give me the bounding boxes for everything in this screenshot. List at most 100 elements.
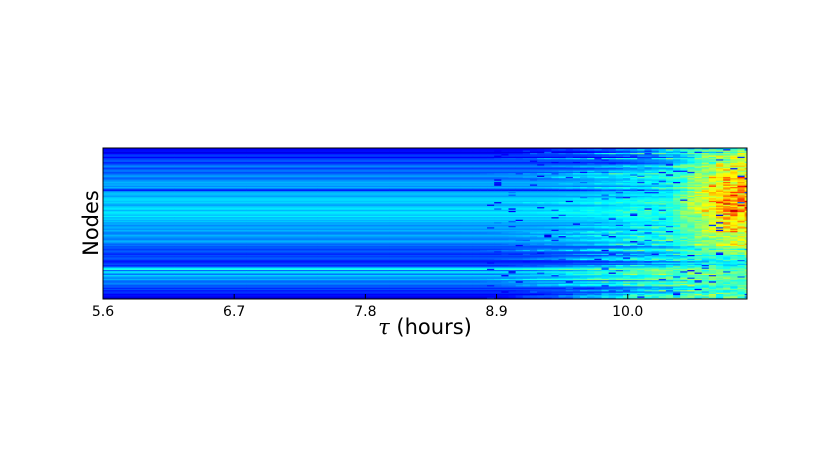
heatmap-cell <box>529 187 538 189</box>
heatmap-cell <box>389 148 462 150</box>
heatmap-cell <box>680 188 688 190</box>
heatmap-cell <box>246 285 319 287</box>
heatmap-cell <box>494 239 502 242</box>
heatmap-cell <box>103 268 175 271</box>
heatmap-cell <box>622 219 631 222</box>
heatmap-cell <box>389 228 462 231</box>
heatmap-cell <box>615 256 624 258</box>
heatmap-cell <box>673 181 681 184</box>
heatmap-cell <box>615 238 624 241</box>
heatmap-cell <box>479 231 488 233</box>
heatmap-cell <box>472 285 481 287</box>
heatmap-cell <box>608 173 617 175</box>
heatmap-cell <box>460 265 474 267</box>
heatmap-cell <box>551 239 559 242</box>
heatmap-cell <box>580 195 588 198</box>
heatmap-cell <box>608 197 617 199</box>
heatmap-cell <box>544 280 552 282</box>
heatmap-cell <box>565 179 574 182</box>
heatmap-cell <box>615 174 624 177</box>
heatmap-cell <box>658 238 667 241</box>
heatmap-cell <box>501 219 509 222</box>
heatmap-cell <box>708 236 717 238</box>
heatmap-cell <box>694 256 703 258</box>
heatmap-cell <box>644 165 652 168</box>
heatmap-cell <box>651 248 660 251</box>
heatmap-cell <box>615 184 624 187</box>
heatmap-cell <box>389 254 462 257</box>
heatmap-cell <box>572 254 581 257</box>
heatmap-cell <box>651 224 660 227</box>
heatmap-cell <box>687 199 695 202</box>
heatmap-cell <box>472 180 481 183</box>
heatmap-cell <box>715 229 724 232</box>
heatmap-cell <box>694 169 703 172</box>
heatmap-cell <box>737 163 746 165</box>
heatmap-cell <box>701 170 710 173</box>
heatmap-cell <box>572 168 581 170</box>
heatmap-cell <box>558 203 567 206</box>
heatmap-cell <box>508 243 517 246</box>
heatmap-cell <box>715 158 724 160</box>
heatmap-cell <box>501 161 509 164</box>
heatmap-cell <box>701 195 710 198</box>
heatmap-cell <box>730 218 738 221</box>
heatmap-cell <box>537 217 545 219</box>
heatmap-cell <box>601 224 610 227</box>
heatmap-cell <box>630 153 638 155</box>
heatmap-cell <box>551 185 559 188</box>
heatmap-cell <box>622 184 631 187</box>
heatmap-cell <box>701 193 710 195</box>
heatmap-cell <box>551 231 559 233</box>
heatmap-cell <box>644 184 652 187</box>
heatmap-cell <box>737 175 746 178</box>
heatmap-cell <box>103 204 175 207</box>
heatmap-cell <box>651 283 660 286</box>
heatmap-cell <box>501 253 509 256</box>
heatmap-cell <box>558 174 567 177</box>
heatmap-cell <box>715 200 724 203</box>
heatmap-cell <box>673 185 681 188</box>
heatmap-cell <box>487 202 495 204</box>
heatmap-cell <box>687 166 695 169</box>
heatmap-cell <box>551 271 559 273</box>
heatmap-cell <box>487 176 495 179</box>
heatmap-cell <box>622 156 631 159</box>
heatmap-cell <box>665 256 674 258</box>
heatmap-cell <box>715 281 724 284</box>
heatmap-cell <box>558 220 567 223</box>
heatmap-cell <box>587 267 595 270</box>
heatmap-cell <box>246 233 319 236</box>
heatmap-cell <box>630 262 638 265</box>
heatmap-cell <box>103 171 175 174</box>
heatmap-cell <box>701 150 710 153</box>
heatmap-cell <box>479 247 488 250</box>
heatmap-cell <box>673 238 681 241</box>
heatmap-cell <box>601 254 610 257</box>
heatmap-cell <box>615 194 624 197</box>
heatmap-cell <box>479 208 488 211</box>
heatmap-cell <box>580 160 588 163</box>
heatmap-cell <box>529 282 538 285</box>
heatmap-cell <box>608 236 617 238</box>
heatmap-cell <box>389 207 462 209</box>
heatmap-cell <box>615 203 624 206</box>
heatmap-cell <box>529 231 538 233</box>
heatmap-cell <box>103 183 175 185</box>
heatmap-cell <box>601 266 610 268</box>
heatmap-cell <box>544 158 552 160</box>
heatmap-cell <box>494 160 502 163</box>
heatmap-cell <box>317 223 390 226</box>
heatmap-cell <box>744 170 748 173</box>
heatmap-cell <box>608 234 617 237</box>
heatmap-cell <box>622 285 631 287</box>
heatmap-cell <box>715 286 724 289</box>
heatmap-cell <box>246 189 319 192</box>
heatmap-cell <box>665 181 674 184</box>
heatmap-cell <box>389 286 462 289</box>
heatmap-cell <box>680 212 688 214</box>
heatmap-cell <box>715 273 724 276</box>
heatmap-cell <box>565 257 574 260</box>
heatmap-cell <box>558 160 567 163</box>
heatmap-cell <box>551 283 559 286</box>
